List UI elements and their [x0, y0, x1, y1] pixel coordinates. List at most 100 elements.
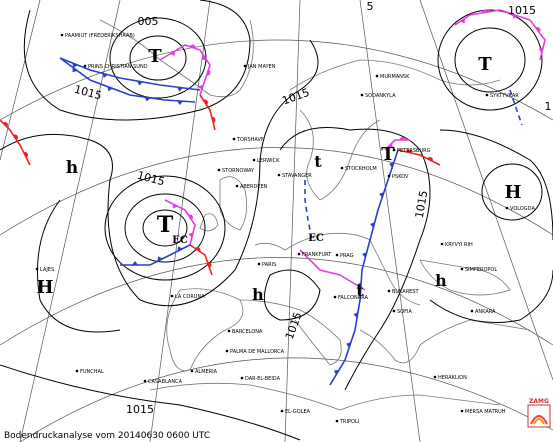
front-semicircle [399, 137, 406, 140]
logo-arc [530, 415, 548, 425]
city-label: CASABLANCA [148, 379, 183, 385]
front-semicircle [2, 121, 9, 128]
isobar-label: 1015 [126, 403, 154, 416]
station-dot [485, 93, 489, 97]
pressure-center: T [478, 54, 492, 75]
city-label: PRINS CHRISTIAN SUND [88, 64, 148, 70]
city-label: STORNOWAY [222, 168, 255, 174]
front-semicircle [535, 27, 541, 33]
front-triangle [177, 87, 183, 92]
front-triangle [72, 62, 78, 68]
city-label: TORSHAVN [236, 137, 265, 143]
front-triangle [389, 162, 394, 168]
city-label: HERAKLION [438, 375, 467, 381]
station-dot [392, 148, 396, 152]
city-label: PALMA DE MALLORCA [230, 349, 285, 355]
station-dot [335, 253, 339, 257]
front-triangle [387, 142, 393, 148]
front-triangle [177, 100, 183, 105]
fronts [0, 9, 546, 386]
station-dot [227, 329, 231, 333]
city-label: FUNCHAL [80, 369, 104, 375]
city-label: SIMFEROPOL [465, 267, 497, 273]
station-dot [232, 137, 236, 141]
city-label: TRIPOLI [339, 419, 359, 425]
front-triangle [362, 252, 367, 258]
city-label: ALMERIA [195, 369, 218, 375]
front-line [199, 94, 216, 131]
pressure-center: h [66, 158, 78, 178]
front-semicircle [23, 152, 29, 158]
front-semicircle [207, 262, 212, 268]
city-label: LERWICK [257, 158, 280, 164]
isobar-label: 005 [138, 15, 159, 28]
station-dot [235, 184, 239, 188]
city-label: LA CORUNA [175, 294, 205, 300]
station-dot [392, 309, 396, 313]
front-semicircle [406, 149, 412, 154]
city-label: SYKTYVKAR [490, 93, 519, 99]
front-line [397, 149, 441, 166]
station-dot [280, 409, 284, 413]
front-triangle [169, 50, 176, 56]
city-label: MERSA MATRUH [465, 409, 506, 415]
front-triangle [512, 14, 518, 19]
station-dot [83, 64, 87, 68]
front-line [189, 244, 213, 276]
city-label: KRYVYI RIH [445, 242, 473, 248]
city-label: STAVANGER [282, 173, 312, 179]
front-semicircle [13, 134, 18, 140]
station-dot [35, 267, 39, 271]
front-triangle [107, 86, 113, 92]
front-semicircle [195, 247, 201, 252]
station-dot [240, 376, 244, 380]
pressure-center: T [148, 46, 162, 67]
front-triangle [132, 261, 138, 265]
city-label: PETERSBURG [397, 148, 431, 154]
pressure-center: H [36, 277, 53, 298]
station-dot [470, 309, 474, 313]
city-label: ANKARA [475, 309, 496, 315]
station-dot [505, 206, 509, 210]
station-dot [333, 295, 337, 299]
front-triangle [370, 222, 375, 228]
front-semicircle [211, 117, 216, 123]
front-triangle [188, 232, 194, 238]
front-triangle [144, 97, 151, 102]
city-label: PRAG [340, 253, 354, 259]
front-triangle [72, 67, 78, 73]
front-triangle [198, 84, 204, 91]
front-triangle [460, 18, 465, 24]
front-triangle [379, 192, 384, 198]
front-triangle [177, 246, 183, 252]
front-semicircle [427, 156, 433, 162]
city-label: PSKOV [392, 174, 409, 180]
city-label: VOLOGDA [510, 206, 535, 212]
station-dot [360, 93, 364, 97]
pressure-center: t [356, 281, 364, 300]
front-line [329, 149, 399, 386]
front-line [304, 180, 313, 241]
station-dot [460, 267, 464, 271]
pressure-center: T [157, 212, 174, 238]
front-semicircle [206, 69, 211, 76]
station-dot [340, 166, 344, 170]
pressure-center: h [252, 285, 264, 304]
pressure-center: H [504, 182, 521, 203]
station-dot [143, 379, 147, 383]
city-label: PAAMIUT (FREDERIKSHAAB) [65, 33, 135, 39]
pressure-center: t [314, 152, 322, 171]
front-semicircle [188, 214, 193, 220]
logo-text: ZAMG [529, 398, 549, 405]
city-label: BUKAREST [392, 289, 420, 295]
station-dot [252, 158, 256, 162]
front-line [509, 89, 523, 126]
front-triangle [102, 73, 108, 78]
front-triangle [137, 80, 143, 86]
footer-text: Bodendruckanalyse vom 20140630 0600 UTC [4, 431, 210, 441]
front-triangle [538, 47, 544, 53]
station-dot [170, 294, 174, 298]
